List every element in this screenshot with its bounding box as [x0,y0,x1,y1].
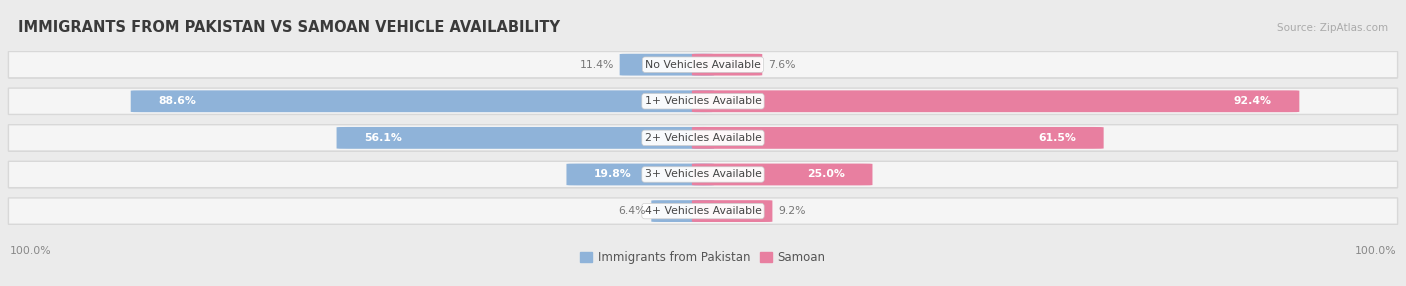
Legend: Immigrants from Pakistan, Samoan: Immigrants from Pakistan, Samoan [575,247,831,269]
FancyBboxPatch shape [8,51,1398,78]
FancyBboxPatch shape [692,90,1299,112]
Text: 4+ Vehicles Available: 4+ Vehicles Available [644,206,762,216]
Text: 88.6%: 88.6% [159,96,197,106]
FancyBboxPatch shape [8,161,1398,188]
FancyBboxPatch shape [8,88,1398,115]
FancyBboxPatch shape [336,127,714,149]
FancyBboxPatch shape [567,164,714,185]
FancyBboxPatch shape [692,54,762,76]
Text: 11.4%: 11.4% [579,60,614,70]
FancyBboxPatch shape [8,88,1398,114]
FancyBboxPatch shape [8,52,1398,78]
Text: 25.0%: 25.0% [807,170,845,180]
Text: IMMIGRANTS FROM PAKISTAN VS SAMOAN VEHICLE AVAILABILITY: IMMIGRANTS FROM PAKISTAN VS SAMOAN VEHIC… [18,20,560,35]
FancyBboxPatch shape [8,125,1398,152]
Text: 7.6%: 7.6% [768,60,796,70]
Text: 56.1%: 56.1% [364,133,402,143]
FancyBboxPatch shape [692,127,1104,149]
Text: 19.8%: 19.8% [595,170,633,180]
FancyBboxPatch shape [692,200,772,222]
FancyBboxPatch shape [620,54,714,76]
FancyBboxPatch shape [131,90,714,112]
Text: 6.4%: 6.4% [619,206,645,216]
Text: No Vehicles Available: No Vehicles Available [645,60,761,70]
Text: 2+ Vehicles Available: 2+ Vehicles Available [644,133,762,143]
FancyBboxPatch shape [8,198,1398,225]
Text: 100.0%: 100.0% [10,245,52,255]
FancyBboxPatch shape [8,125,1398,151]
FancyBboxPatch shape [8,198,1398,224]
Text: 100.0%: 100.0% [1354,245,1396,255]
FancyBboxPatch shape [651,200,714,222]
Text: 1+ Vehicles Available: 1+ Vehicles Available [644,96,762,106]
Text: 61.5%: 61.5% [1038,133,1076,143]
Text: Source: ZipAtlas.com: Source: ZipAtlas.com [1277,23,1388,33]
FancyBboxPatch shape [692,164,873,185]
Text: 3+ Vehicles Available: 3+ Vehicles Available [644,170,762,180]
Text: 92.4%: 92.4% [1233,96,1271,106]
Text: 9.2%: 9.2% [778,206,806,216]
FancyBboxPatch shape [8,162,1398,188]
